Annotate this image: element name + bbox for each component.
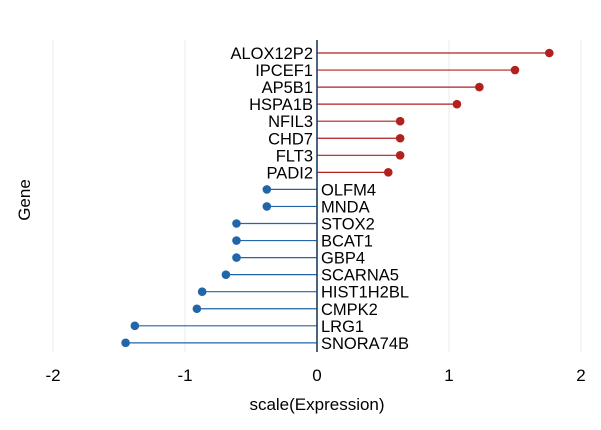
gene-label-ipcef1: IPCEF1 [255,62,313,80]
dot-bcat1 [232,236,241,245]
gene-label-snora74b: SNORA74B [321,335,409,353]
gene-label-padi2: PADI2 [267,164,313,182]
gene-label-stox2: STOX2 [321,216,375,234]
gene-label-hspa1b: HSPA1B [249,96,313,114]
x-tick-label: 1 [444,366,453,385]
dot-padi2 [383,168,393,177]
dot-hist1h2bl [197,287,207,297]
dot-hspa1b [452,99,462,109]
dot-lrg1 [130,321,140,331]
gene-label-chd7: CHD7 [268,130,313,148]
x-axis-title: scale(Expression) [249,395,384,414]
lollipop-dots [121,48,554,348]
gene-label-ap5b1: AP5B1 [262,79,313,97]
gene-label-nfil3: NFIL3 [268,113,313,131]
x-axis-tick-labels: -2 -1 0 1 2 [45,366,585,385]
gene-label-hist1h2bl: HIST1H2BL [321,284,409,302]
dot-scarna5 [221,270,231,279]
dot-flt3 [395,151,405,160]
gene-label-cmpk2: CMPK2 [321,301,378,319]
gene-label-lrg1: LRG1 [321,318,364,336]
lollipop-stems [125,52,550,344]
dot-ap5b1 [475,82,484,92]
dot-chd7 [395,133,405,143]
dot-alox12p2 [545,48,554,58]
dot-cmpk2 [192,304,202,314]
gene-label-mnda: MNDA [321,198,370,216]
dot-stox2 [232,219,241,228]
gene-label-flt3: FLT3 [276,147,313,165]
gene-label-scarna5: SCARNA5 [321,267,399,285]
gene-label-bcat1: BCAT1 [321,233,373,251]
gene-labels: ALOX12P2IPCEF1AP5B1HSPA1BNFIL3CHD7FLT3PA… [230,45,409,353]
dot-ipcef1 [510,65,520,75]
dot-olfm4 [262,185,272,194]
gene-label-alox12p2: ALOX12P2 [230,45,313,63]
gene-label-olfm4: OLFM4 [321,181,376,199]
dot-nfil3 [395,116,405,126]
x-tick-label: -2 [45,366,60,385]
dot-gbp4 [232,253,241,262]
dot-mnda [262,202,272,211]
x-tick-label: -1 [177,366,192,385]
x-tick-label: 2 [576,366,585,385]
dot-snora74b [121,338,130,348]
x-tick-label: 0 [312,366,321,385]
y-axis-title: Gene [15,179,34,221]
gene-label-gbp4: GBP4 [321,250,365,268]
